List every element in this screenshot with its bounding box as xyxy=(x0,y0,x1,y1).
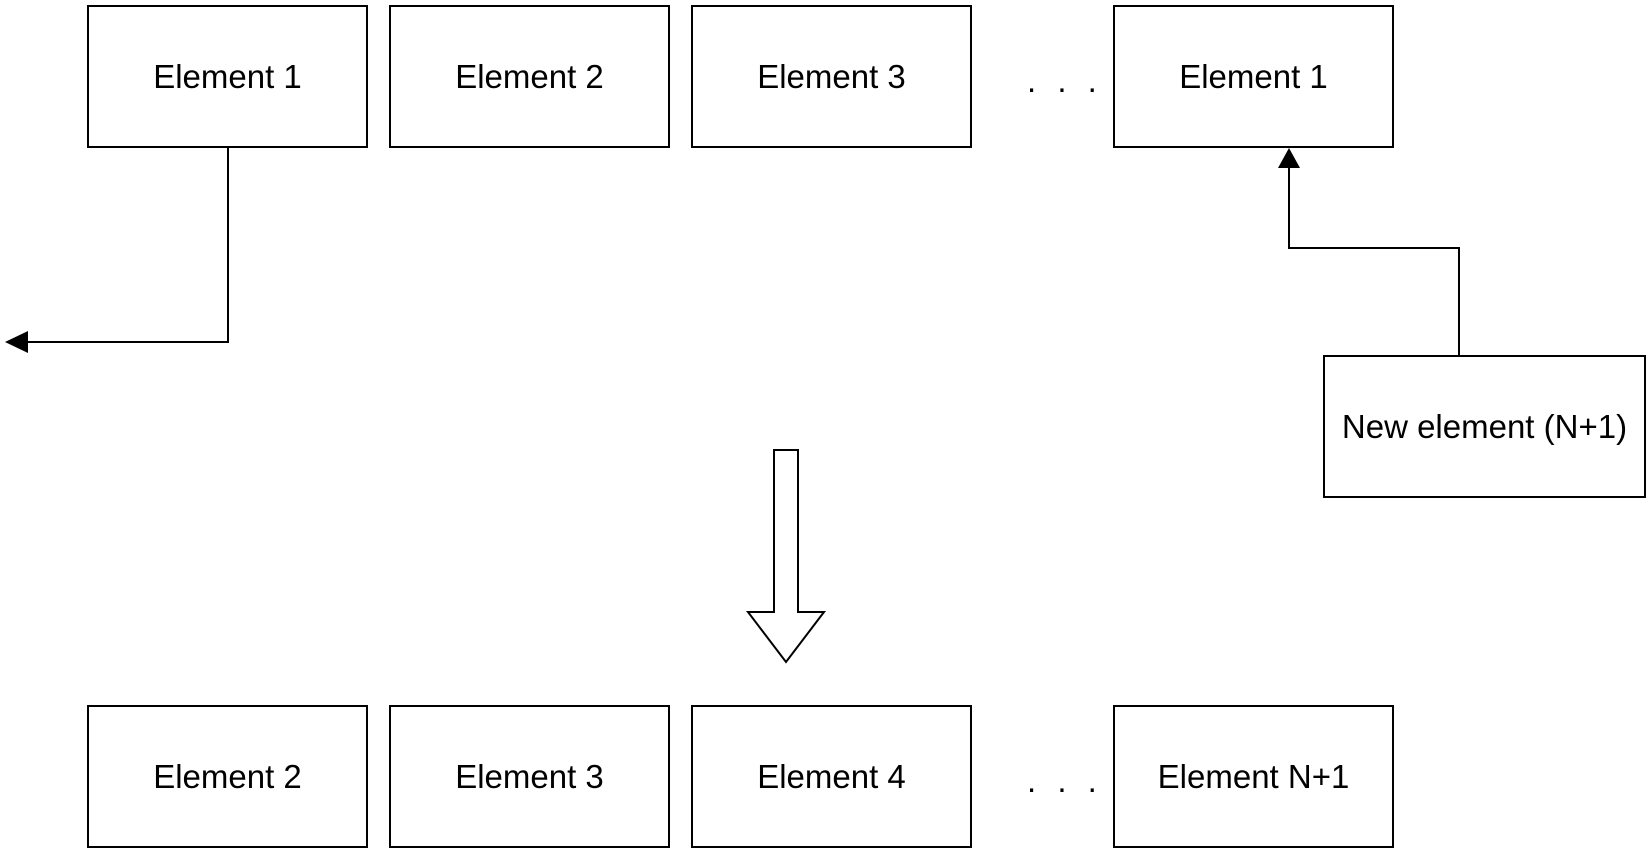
dequeue-arrowhead xyxy=(5,331,28,353)
top-element-label-2: Element 2 xyxy=(455,57,604,95)
enqueue-arrowhead xyxy=(1278,148,1300,168)
enqueue-connector xyxy=(1288,168,1460,355)
bottom-element-box-1: Element 2 xyxy=(87,705,368,848)
top-ellipsis: . . . xyxy=(1027,62,1103,99)
transition-down-arrow xyxy=(745,449,827,664)
bottom-element-label-3: Element 4 xyxy=(757,757,906,795)
bottom-element-label-1: Element 2 xyxy=(153,757,302,795)
bottom-ellipsis: . . . xyxy=(1027,762,1103,799)
top-element-box-2: Element 2 xyxy=(389,5,670,148)
new-element-label: New element (N+1) xyxy=(1341,407,1628,445)
bottom-element-label-2: Element 3 xyxy=(455,757,604,795)
top-element-box-1: Element 1 xyxy=(87,5,368,148)
new-element-box: New element (N+1) xyxy=(1323,355,1646,498)
top-element-label-1: Element 1 xyxy=(153,57,302,95)
bottom-element-box-3: Element 4 xyxy=(691,705,972,848)
dequeue-connector xyxy=(28,148,229,343)
top-element-box-last: Element 1 xyxy=(1113,5,1394,148)
top-element-box-3: Element 3 xyxy=(691,5,972,148)
bottom-element-label-last: Element N+1 xyxy=(1157,757,1350,795)
top-element-label-3: Element 3 xyxy=(757,57,906,95)
bottom-element-box-2: Element 3 xyxy=(389,705,670,848)
bottom-element-box-last: Element N+1 xyxy=(1113,705,1394,848)
top-element-label-last: Element 1 xyxy=(1179,57,1328,95)
